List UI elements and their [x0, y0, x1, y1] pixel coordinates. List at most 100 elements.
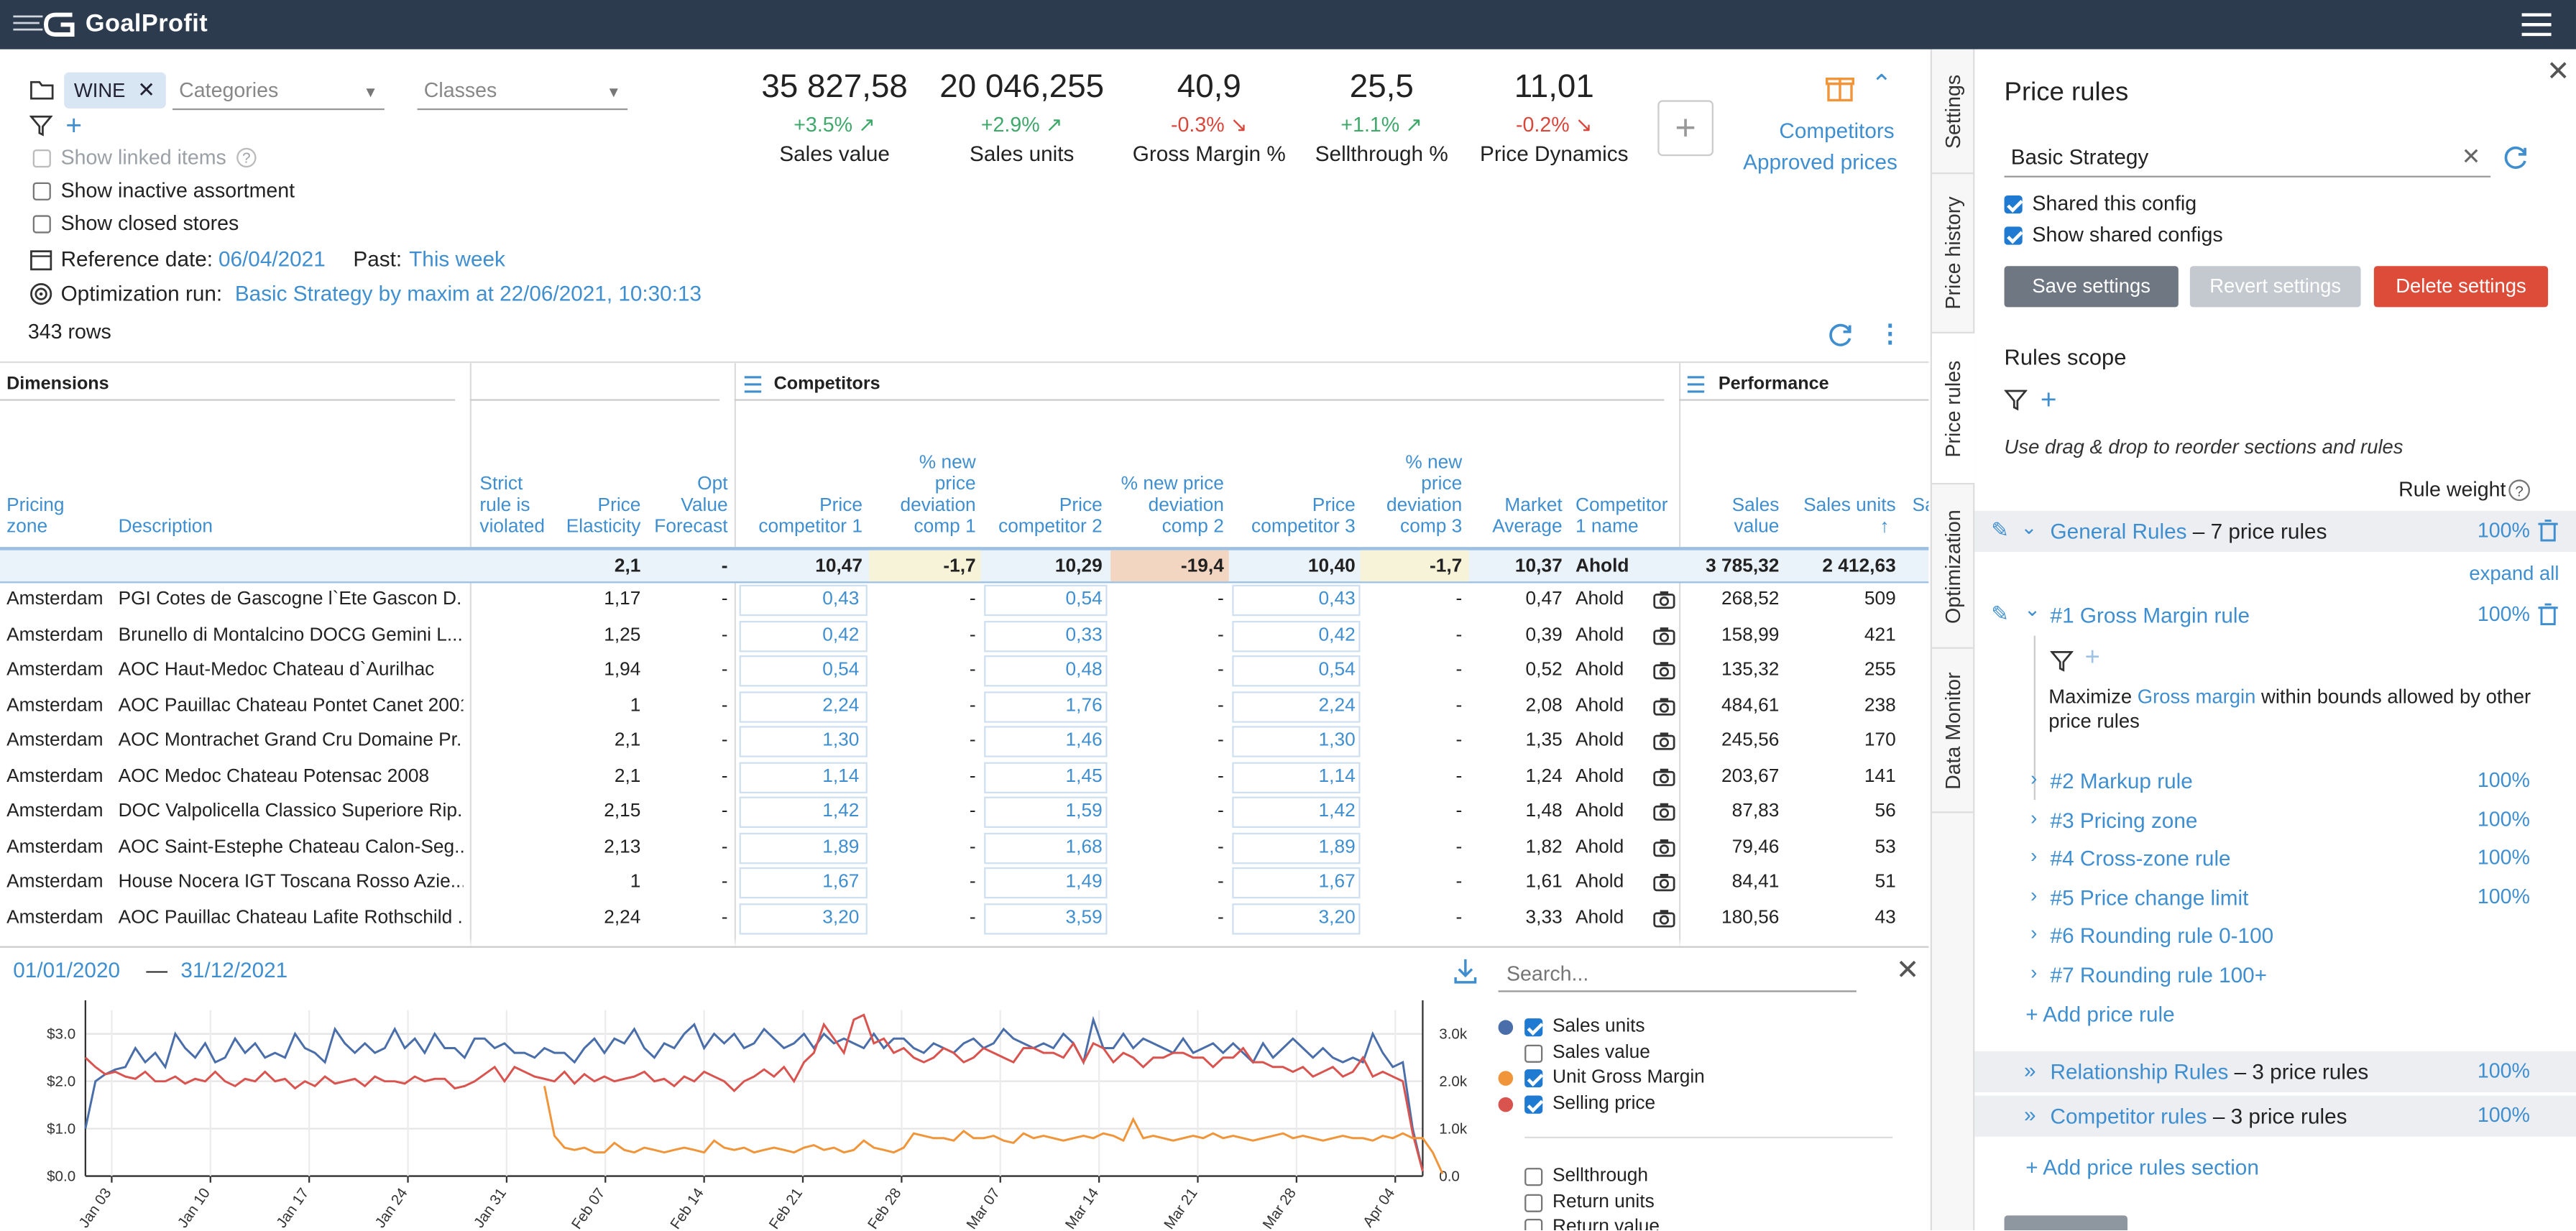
more-options-icon[interactable]: ⋮: [1877, 320, 1903, 349]
cell-price-comp-3[interactable]: 1,67: [1318, 872, 1356, 893]
chevron-right-icon[interactable]: ›: [2030, 806, 2038, 829]
cell-price-comp-2[interactable]: 0,33: [1065, 624, 1103, 645]
help-icon[interactable]: ?: [2508, 479, 2530, 502]
camera-icon[interactable]: [1652, 696, 1675, 720]
chevron-right-icon[interactable]: ›: [2030, 922, 2038, 946]
cell-price-comp-2[interactable]: 1,68: [1065, 836, 1103, 857]
gross-margin-rule-weight[interactable]: 100%: [2477, 602, 2530, 626]
close-chart-icon[interactable]: ✕: [1895, 954, 1920, 986]
add-kpi-button[interactable]: +: [1657, 100, 1714, 157]
delete-settings-button[interactable]: Delete settings: [2373, 266, 2549, 308]
cell-price-comp-3[interactable]: 0,43: [1318, 589, 1356, 609]
relationship-rules-name[interactable]: Relationship Rules: [2050, 1059, 2229, 1084]
cell-price-comp-1[interactable]: 0,43: [822, 589, 860, 609]
cell-price-comp-1[interactable]: 1,14: [822, 766, 860, 786]
column-menu-icon[interactable]: ☰: [742, 371, 763, 398]
price-rule-name[interactable]: #5 Price change limit: [2050, 885, 2249, 910]
table-row[interactable]: Amsterdam AOC Saint-Estephe Chateau Calon…: [0, 830, 1928, 865]
tab-optimization[interactable]: Optimization: [1931, 484, 1975, 649]
panel-footer-button[interactable]: [2004, 1215, 2128, 1230]
camera-icon[interactable]: [1652, 590, 1675, 614]
download-icon[interactable]: [1453, 958, 1479, 986]
cell-price-comp-2[interactable]: 1,45: [1065, 766, 1103, 786]
table-row[interactable]: Amsterdam DOC Valpolicella Classico Super…: [0, 795, 1928, 830]
table-row[interactable]: Amsterdam AOC Pauillac Chateau Pontet Can…: [0, 689, 1928, 724]
chip-close-icon[interactable]: ✕: [137, 77, 156, 102]
camera-icon[interactable]: [1652, 660, 1675, 685]
price-rule-weight[interactable]: 100%: [2477, 807, 2530, 831]
cell-price-comp-3[interactable]: 0,54: [1318, 660, 1356, 681]
chevron-right-icon[interactable]: ›: [2030, 961, 2038, 985]
cell-price-comp-1[interactable]: 0,42: [822, 624, 860, 645]
hamburger-menu-icon[interactable]: [2521, 13, 2552, 37]
add-price-rule-button[interactable]: + Add price rule: [2025, 1002, 2175, 1027]
legend-checkbox[interactable]: [1524, 1095, 1543, 1114]
header-price-competitor-2[interactable]: Price competitor 2: [998, 496, 1103, 538]
price-rule-item[interactable]: › #7 Rounding rule 100+: [1974, 956, 2576, 994]
header-deviation-comp-1[interactable]: % new price deviation comp 1: [900, 453, 976, 538]
strategy-select[interactable]: Basic Strategy ✕: [2004, 142, 2491, 177]
cell-price-comp-1[interactable]: 1,89: [822, 836, 860, 857]
cell-price-comp-2[interactable]: 0,54: [1065, 589, 1103, 609]
gift-icon[interactable]: [1825, 73, 1854, 102]
series-line-sales-units[interactable]: [84, 1015, 1424, 1172]
folder-icon[interactable]: [29, 79, 54, 101]
add-condition-icon[interactable]: +: [2084, 643, 2100, 672]
date-from[interactable]: 01/01/2020: [13, 957, 121, 982]
header-elasticity[interactable]: Price Elasticity: [566, 496, 641, 538]
camera-icon[interactable]: [1652, 801, 1675, 826]
header-pricing-zone[interactable]: Pricing zone: [6, 496, 65, 538]
price-rule-weight[interactable]: 100%: [2477, 885, 2530, 908]
price-rule-name[interactable]: #3 Pricing zone: [2050, 807, 2198, 832]
price-rule-weight[interactable]: 100%: [2477, 768, 2530, 792]
header-price-competitor-3[interactable]: Price competitor 3: [1251, 496, 1356, 538]
filter-icon[interactable]: [2004, 389, 2028, 411]
reference-date-value[interactable]: 06/04/2021: [218, 246, 326, 272]
general-rules-section[interactable]: ✎ ⌄ General Rules – 7 price rules 100%: [1974, 510, 2576, 552]
time-series-chart[interactable]: $0.0 0.0 $1.0 1.0k $2.0 2.0k $3.0 3.0k Jan 03 Jan…: [0, 990, 1487, 1230]
table-row[interactable]: Amsterdam AOC Haut-Medoc Chateau d`Aurilh…: [0, 654, 1928, 689]
chevron-right-icon[interactable]: ›: [2030, 883, 2038, 907]
competitor-rules-section[interactable]: » Competitor rules – 3 price rules 100%: [1974, 1095, 2576, 1137]
classes-select[interactable]: Classes ▼: [417, 74, 628, 111]
expand-chevrons-icon[interactable]: »: [2023, 1102, 2036, 1127]
legend-checkbox[interactable]: [1524, 1194, 1543, 1212]
clear-icon[interactable]: ✕: [2461, 142, 2481, 170]
categories-select[interactable]: Categories ▼: [172, 74, 385, 111]
show-shared-checkbox[interactable]: [2004, 226, 2023, 245]
legend-checkbox[interactable]: [1524, 1168, 1543, 1186]
collapse-chevron-icon[interactable]: ⌄: [2020, 515, 2038, 539]
relationship-rules-section[interactable]: » Relationship Rules – 3 price rules 100…: [1974, 1051, 2576, 1092]
relationship-rules-weight[interactable]: 100%: [2477, 1059, 2530, 1083]
edit-pencil-icon[interactable]: ✎: [1991, 601, 2010, 626]
camera-icon[interactable]: [1652, 731, 1675, 755]
header-market-average[interactable]: Market Average: [1492, 496, 1563, 538]
header-competitor-name[interactable]: Competitor 1 name: [1575, 496, 1668, 538]
collapse-up-icon[interactable]: ⌃: [1871, 70, 1892, 99]
competitor-rules-weight[interactable]: 100%: [2477, 1103, 2530, 1127]
legend-checkbox[interactable]: [1524, 1069, 1543, 1088]
cell-price-comp-1[interactable]: 0,54: [822, 660, 860, 681]
cell-price-comp-2[interactable]: 1,46: [1065, 731, 1103, 751]
cell-price-comp-2[interactable]: 1,76: [1065, 695, 1103, 716]
camera-icon[interactable]: [1652, 766, 1675, 790]
cell-price-comp-3[interactable]: 1,14: [1318, 766, 1356, 786]
show-linked-checkbox[interactable]: [32, 149, 51, 168]
tab-price-rules[interactable]: Price rules: [1931, 333, 1975, 485]
table-row[interactable]: Amsterdam PGI Cotes de Gascogne l`Ete Gas…: [0, 583, 1928, 618]
shared-this-checkbox[interactable]: [2004, 195, 2023, 214]
camera-icon[interactable]: [1652, 908, 1675, 932]
cell-price-comp-1[interactable]: 1,67: [822, 872, 860, 893]
legend-checkbox[interactable]: [1524, 1218, 1543, 1230]
gross-margin-rule-name[interactable]: #1 Gross Margin rule: [2050, 602, 2250, 628]
refresh-icon[interactable]: [1827, 322, 1855, 349]
legend-search-input[interactable]: [1498, 956, 1857, 992]
competitor-rules-name[interactable]: Competitor rules: [2050, 1103, 2207, 1129]
cell-price-comp-3[interactable]: 1,89: [1318, 836, 1356, 857]
header-price-competitor-1[interactable]: Price competitor 1: [758, 496, 862, 538]
trash-icon[interactable]: [2538, 519, 2558, 542]
add-section-button[interactable]: + Add price rules section: [2025, 1154, 2259, 1180]
price-rule-item[interactable]: › #2 Markup rule 100%: [1974, 762, 2576, 801]
cell-price-comp-1[interactable]: 2,24: [822, 695, 860, 716]
price-rule-weight[interactable]: 100%: [2477, 846, 2530, 870]
